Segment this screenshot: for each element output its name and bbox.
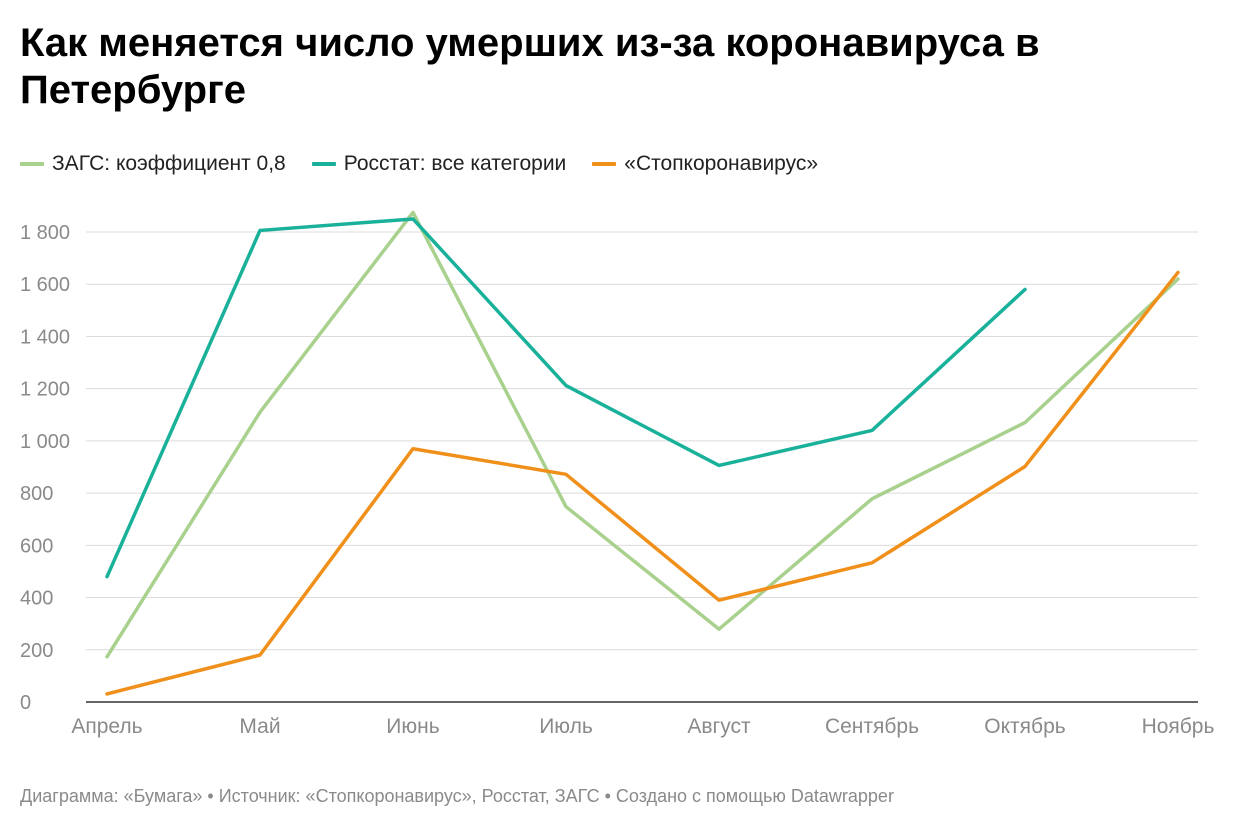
- series-line-2: [105, 270, 1180, 696]
- legend-item-stopcorona: «Стопкоронавирус»: [592, 152, 818, 176]
- chart-title: Как меняется число умерших из-за коронав…: [20, 21, 1040, 112]
- y-tick-label: 1 600: [20, 274, 70, 296]
- x-tick-label: Май: [239, 715, 280, 738]
- y-tick-label: 1 800: [20, 222, 70, 244]
- chart-footer: Диаграмма: «Бумага» • Источник: «Стопкор…: [20, 786, 894, 806]
- y-axis-ticks: 0 200 400 600 800 1 000 1 200 1 400 1 600 1 800: [20, 222, 70, 714]
- x-tick-label: Август: [687, 715, 751, 738]
- series-layer: [105, 210, 1180, 696]
- x-tick-label: Ноябрь: [1142, 715, 1215, 738]
- y-tick-label: 0: [20, 692, 31, 714]
- y-tick-label: 600: [20, 535, 53, 557]
- legend-swatch-zags: [20, 162, 44, 166]
- x-tick-label: Сентябрь: [825, 715, 919, 738]
- legend-label-rosstat: Росстат: все категории: [343, 152, 567, 175]
- legend: ЗАГС: коэффициент 0,8 Росстат: все катег…: [20, 152, 818, 176]
- y-tick-label: 1 200: [20, 379, 70, 401]
- x-tick-label: Апрель: [71, 715, 142, 738]
- legend-swatch-stopcorona: [592, 162, 617, 166]
- x-tick-label: Июль: [539, 715, 593, 738]
- y-tick-label: 800: [20, 483, 53, 505]
- legend-label-stopcorona: «Стопкоронавирус»: [624, 152, 819, 175]
- y-tick-label: 400: [20, 588, 53, 610]
- grid-layer: [86, 231, 1198, 703]
- y-tick-label: 200: [20, 640, 53, 662]
- y-tick-label: 1 000: [20, 431, 70, 453]
- x-axis-ticks: Апрель Май Июнь Июль Август Сентябрь Октябрь Но…: [71, 715, 1214, 738]
- legend-item-rosstat: Росстат: все категории: [311, 152, 567, 176]
- legend-label-zags: ЗАГС: коэффициент 0,8: [52, 152, 286, 175]
- series-line-0: [105, 210, 1180, 659]
- x-tick-label: Июнь: [386, 715, 439, 738]
- x-tick-label: Октябрь: [984, 715, 1065, 738]
- line-chart: 0 200 400 600 800 1 000 1 200 1 400 1 600 1 800 А…: [20, 210, 1214, 738]
- legend-item-zags: ЗАГС: коэффициент 0,8: [20, 152, 286, 176]
- y-tick-label: 1 400: [20, 326, 70, 348]
- series-line-1: [105, 217, 1027, 579]
- legend-swatch-rosstat: [311, 162, 336, 166]
